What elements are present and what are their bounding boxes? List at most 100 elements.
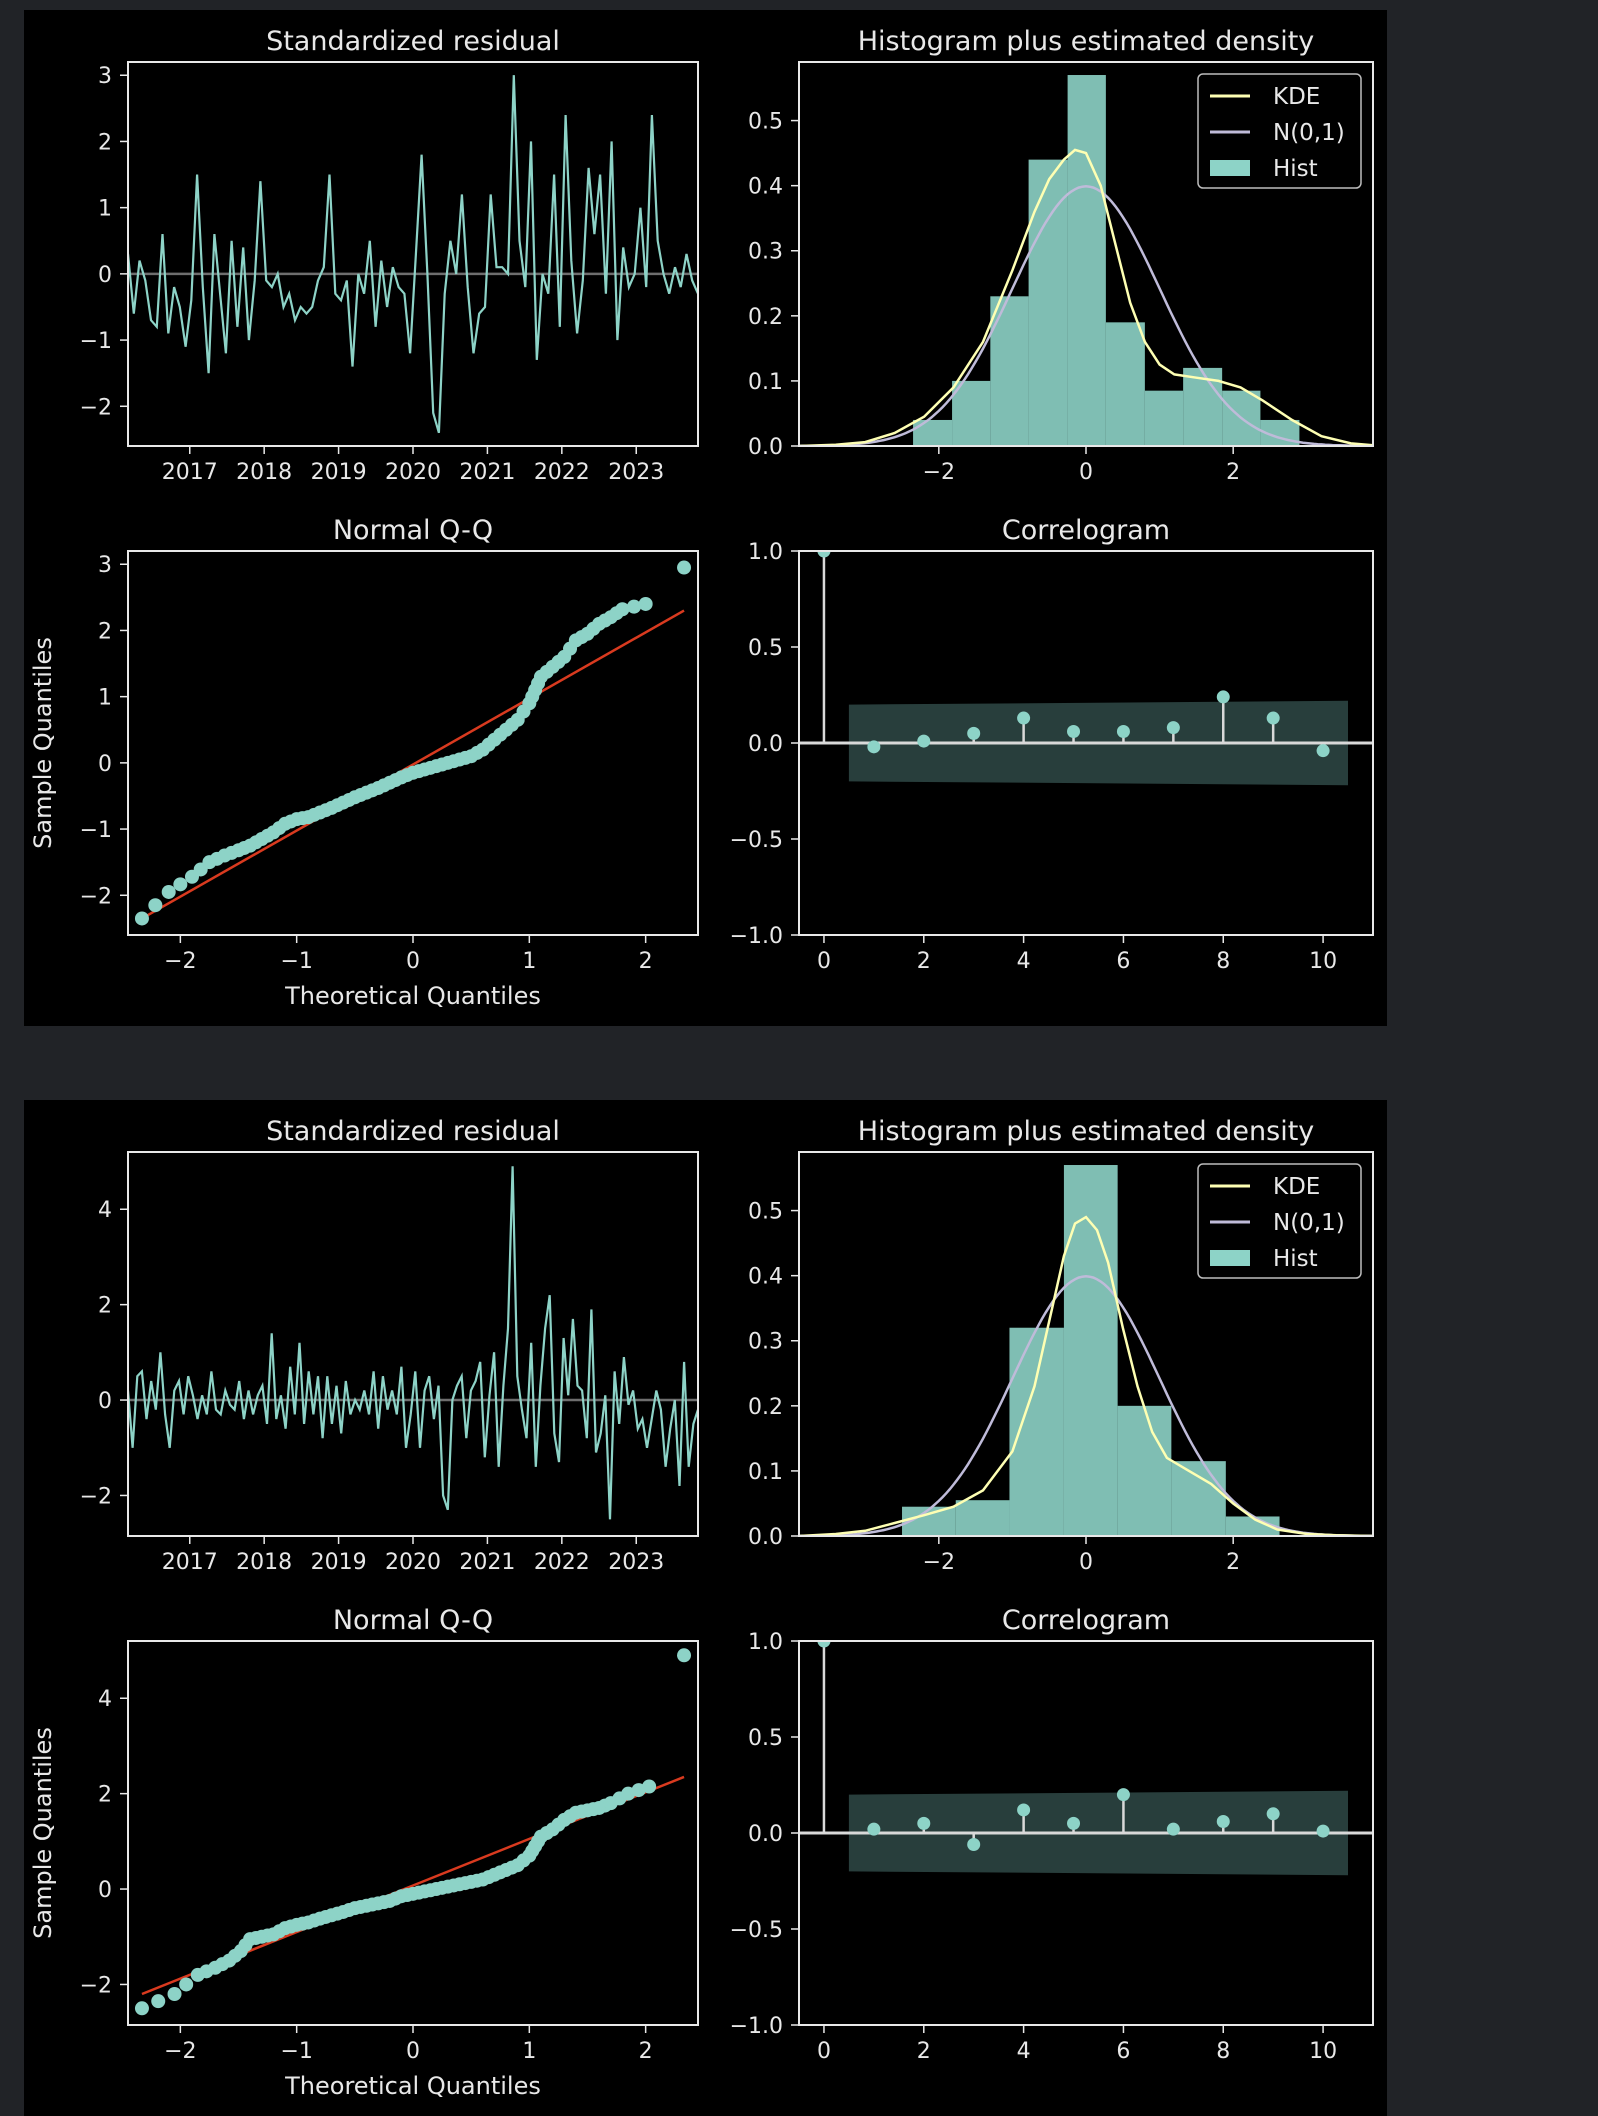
hist-ytick-label: 0.0 bbox=[748, 1525, 783, 1550]
histogram-bar bbox=[1144, 390, 1184, 446]
hist-ytick-label: 0.1 bbox=[748, 370, 783, 395]
acf-ytick-label: −0.5 bbox=[730, 1918, 783, 1943]
legend-label: Hist bbox=[1273, 1246, 1318, 1272]
resid-ytick-label: −1 bbox=[80, 329, 112, 354]
acf-marker bbox=[817, 551, 831, 558]
hist-xtick-label: 2 bbox=[1226, 1550, 1240, 1575]
qq-ytick-label: 2 bbox=[98, 1783, 112, 1808]
resid-ytick-label: 2 bbox=[98, 130, 112, 155]
histogram-bar bbox=[1117, 1405, 1172, 1536]
acf-marker bbox=[1116, 1788, 1130, 1802]
legend-swatch-patch bbox=[1210, 1250, 1250, 1266]
qq-title: Normal Q-Q bbox=[333, 1605, 493, 1636]
resid-ytick-label: 2 bbox=[98, 1294, 112, 1319]
qq-point bbox=[161, 884, 176, 899]
qq-xlabel: Theoretical Quantiles bbox=[284, 2072, 541, 2100]
qq-xtick-label: 1 bbox=[522, 949, 536, 974]
qq-ytick-label: −2 bbox=[80, 884, 112, 909]
acf-marker bbox=[967, 1838, 981, 1852]
normal-density-line bbox=[799, 185, 1373, 446]
hist-ytick-label: 0.4 bbox=[748, 1265, 783, 1290]
qq-xtick-label: −2 bbox=[164, 949, 196, 974]
residual-plot-area bbox=[128, 75, 698, 434]
resid-xtick-label: 2020 bbox=[385, 1550, 441, 1575]
hist-ytick-label: 0.2 bbox=[748, 305, 783, 330]
acf-marker bbox=[817, 1641, 831, 1648]
acf-ytick-label: 1.0 bbox=[748, 540, 783, 565]
acf-marker bbox=[1166, 1822, 1180, 1836]
acf-marker bbox=[1116, 724, 1130, 738]
histogram-legend: KDE N(0,1) Hist bbox=[1197, 1163, 1362, 1279]
legend-box bbox=[1197, 73, 1362, 189]
resid-xtick-label: 2021 bbox=[459, 1550, 515, 1575]
acf-marker bbox=[867, 740, 881, 754]
qq-ylabel: Sample Quantiles bbox=[29, 637, 57, 849]
residual-line bbox=[128, 75, 698, 434]
kde-line bbox=[799, 1215, 1373, 1536]
diagnostics-figure-upper: Standardized residual 2017 2018 2019 2020 202… bbox=[24, 10, 1387, 1026]
resid-ytick-label: 0 bbox=[98, 1389, 112, 1414]
acf-title: Correlogram bbox=[1002, 1605, 1170, 1636]
qq-point bbox=[167, 1986, 182, 2001]
histogram-bar bbox=[1067, 75, 1106, 446]
hist-ytick-label: 0.5 bbox=[748, 110, 783, 135]
acf-marker bbox=[917, 1816, 931, 1830]
qq-xtick-label: 2 bbox=[639, 949, 653, 974]
legend-label: N(0,1) bbox=[1273, 120, 1345, 146]
resid-xtick-label: 2017 bbox=[162, 1550, 218, 1575]
qq-reference-line bbox=[141, 609, 685, 920]
acf-marker bbox=[1067, 724, 1081, 738]
hist-ytick-label: 0.0 bbox=[748, 435, 783, 460]
acf-xtick-label: 0 bbox=[817, 2039, 831, 2064]
qq-point bbox=[148, 898, 163, 913]
acf-ytick-label: 0.0 bbox=[748, 1822, 783, 1847]
legend-label: KDE bbox=[1273, 1174, 1320, 1200]
residual-line bbox=[128, 1166, 698, 1520]
qq-point bbox=[134, 911, 149, 926]
acf-marker bbox=[1216, 1814, 1230, 1828]
acf-marker bbox=[1017, 711, 1031, 725]
qq-point bbox=[638, 596, 653, 611]
acf-xtick-label: 8 bbox=[1216, 949, 1230, 974]
acf-marker bbox=[917, 734, 931, 748]
qq-point bbox=[642, 1779, 657, 1794]
normal-qq-panel: Normal Q-Q −2 −1 0 1 2 −2 0 2 4 Theoretical Quanti… bbox=[29, 1605, 699, 2100]
acf-xtick-label: 10 bbox=[1309, 2039, 1337, 2064]
hist-title: Histogram plus estimated density bbox=[858, 26, 1315, 57]
acf-xtick-label: 4 bbox=[1017, 949, 1031, 974]
resid-xtick-label: 2018 bbox=[236, 1550, 292, 1575]
qq-point bbox=[677, 560, 692, 575]
histogram-bar bbox=[1028, 159, 1068, 446]
acf-ytick-label: 0.0 bbox=[748, 732, 783, 757]
qq-ylabel: Sample Quantiles bbox=[29, 1727, 57, 1939]
qq-xlabel: Theoretical Quantiles bbox=[284, 982, 541, 1010]
hist-title: Histogram plus estimated density bbox=[858, 1116, 1315, 1147]
correlogram-panel: Correlogram 0 2 4 6 8 10 −1.0 −0.5 0.0 0.5 1.0 bbox=[730, 1605, 1374, 2064]
acf-xtick-label: 2 bbox=[917, 2039, 931, 2064]
legend-box bbox=[1197, 1163, 1362, 1279]
hist-ytick-label: 0.5 bbox=[748, 1200, 783, 1225]
qq-ytick-label: −1 bbox=[80, 818, 112, 843]
normal-density-line bbox=[799, 1275, 1373, 1536]
acf-marker bbox=[867, 1822, 881, 1836]
acf-ytick-label: 1.0 bbox=[748, 1630, 783, 1655]
histogram-bar bbox=[990, 296, 1029, 446]
acf-title: Correlogram bbox=[1002, 515, 1170, 546]
resid-title: Standardized residual bbox=[266, 1116, 560, 1147]
qq-ytick-label: 3 bbox=[98, 553, 112, 578]
qq-xtick-label: −1 bbox=[280, 2039, 312, 2064]
histogram-bar bbox=[955, 1500, 1010, 1536]
acf-ytick-label: 0.5 bbox=[748, 1726, 783, 1751]
qq-xtick-label: 2 bbox=[639, 2039, 653, 2064]
hist-ytick-label: 0.1 bbox=[748, 1460, 783, 1485]
qq-ytick-label: 4 bbox=[98, 1687, 112, 1712]
resid-xtick-label: 2019 bbox=[311, 460, 367, 485]
diagnostics-figure-lower: Standardized residual 2017 2018 2019 2020 202… bbox=[24, 1100, 1387, 2116]
legend-swatch-patch bbox=[1210, 160, 1250, 176]
resid-ytick-label: 4 bbox=[98, 1198, 112, 1223]
histogram-bar bbox=[1105, 322, 1145, 446]
acf-marker bbox=[1017, 1803, 1031, 1817]
qq-xtick-label: 0 bbox=[406, 949, 420, 974]
